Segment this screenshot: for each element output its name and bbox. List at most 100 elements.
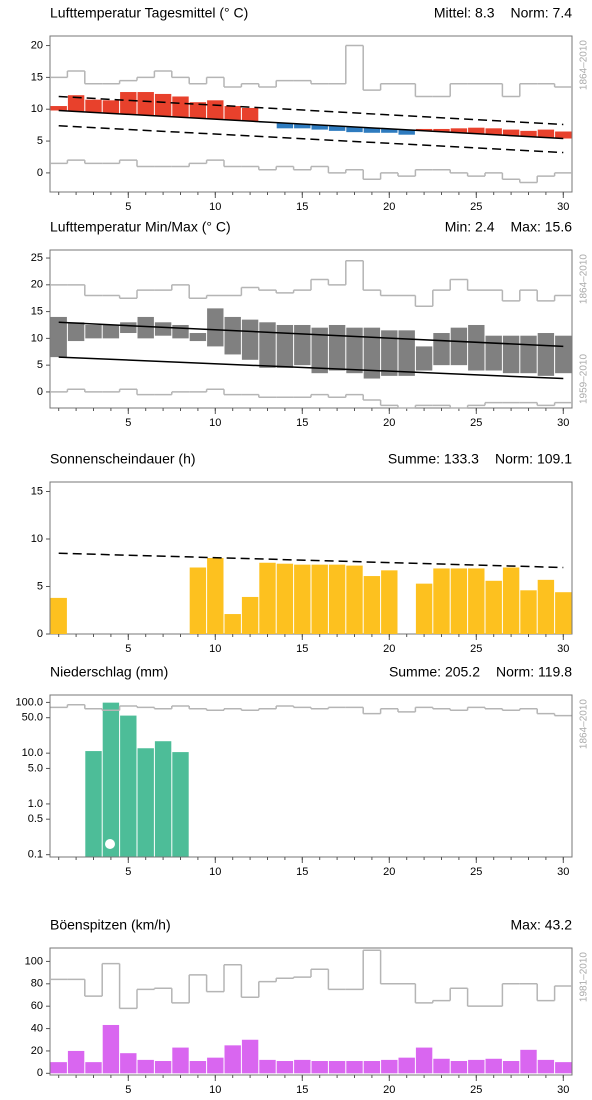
- summary: Mittel: 8.3: [434, 5, 495, 21]
- chart-title: Niederschlag (mm): [50, 664, 168, 680]
- range-bar: [311, 327, 328, 374]
- x-tick-label: 10: [209, 866, 221, 878]
- range-bar: [450, 327, 468, 366]
- range-bar: [502, 335, 520, 374]
- range-bar: [294, 324, 311, 366]
- x-tick-label: 15: [296, 866, 308, 878]
- deviation-bar: [224, 106, 241, 121]
- bar: [311, 564, 328, 634]
- range-bar: [415, 346, 433, 371]
- y-tick-label: 60: [31, 1000, 43, 1012]
- x-tick-label: 5: [125, 1084, 131, 1096]
- bar: [172, 752, 189, 857]
- deviation-bar: [137, 92, 154, 116]
- y-tick-label: 0.1: [28, 849, 43, 861]
- x-tick-label: 15: [296, 643, 308, 655]
- range-bar: [137, 316, 154, 339]
- x-tick-label: 30: [557, 201, 569, 213]
- deviation-bar: [311, 124, 328, 130]
- x-tick-label: 15: [296, 1084, 308, 1096]
- bar: [502, 1061, 520, 1074]
- range-bar: [85, 324, 102, 339]
- range-bar: [224, 316, 241, 355]
- y-tick-label: 0: [37, 167, 43, 179]
- y-tick-label: 15: [31, 71, 43, 83]
- deviation-bar: [502, 129, 520, 136]
- x-tick-label: 25: [470, 1084, 482, 1096]
- deviation-bar: [207, 100, 224, 120]
- bar: [555, 1062, 572, 1074]
- y-tick-label: 25: [31, 252, 43, 264]
- y-tick-label: 100: [25, 955, 43, 967]
- range-bar: [189, 333, 207, 342]
- deviation-bar: [189, 102, 207, 119]
- x-tick-label: 25: [470, 866, 482, 878]
- y-tick-label: 5.0: [28, 762, 43, 774]
- deviation-bar: [450, 128, 468, 133]
- period-label: 1981–2010: [579, 952, 590, 1002]
- bar: [207, 1057, 224, 1074]
- bar: [102, 702, 120, 857]
- bar: [154, 1061, 172, 1074]
- bar: [433, 568, 450, 634]
- y-tick-label: 10: [31, 533, 43, 545]
- bar: [398, 1057, 415, 1074]
- x-tick-label: 5: [125, 417, 131, 429]
- bar: [50, 1062, 67, 1074]
- bar: [363, 576, 381, 634]
- range-bar: [398, 330, 415, 376]
- bar: [137, 1059, 154, 1074]
- bar: [276, 563, 294, 634]
- y-tick-label: 5: [37, 580, 43, 592]
- y-tick-label: 0: [37, 1067, 43, 1079]
- deviation-bar: [555, 131, 572, 139]
- range-bar: [485, 335, 502, 371]
- range-bar: [276, 324, 294, 368]
- chart-title: Sonnenscheindauer (h): [50, 451, 196, 467]
- bar: [346, 1061, 363, 1074]
- summary: Min: 2.4: [445, 219, 495, 235]
- bar: [241, 1039, 259, 1074]
- y-tick-label: 15: [31, 305, 43, 317]
- range-bar: [537, 333, 555, 376]
- plot-frame: [49, 947, 573, 1076]
- y-tick-label: 100.0: [15, 696, 43, 708]
- y-tick-label: 20: [31, 1045, 43, 1057]
- bar: [328, 1061, 346, 1074]
- x-tick-label: 30: [557, 866, 569, 878]
- bar: [85, 751, 102, 857]
- bar: [555, 592, 572, 634]
- deviation-bar: [294, 124, 311, 129]
- range-bar: [172, 324, 189, 339]
- x-tick-label: 15: [296, 417, 308, 429]
- bar: [189, 1061, 207, 1074]
- y-tick-label: 10.0: [22, 747, 43, 759]
- summary: Max: 43.2: [511, 917, 573, 933]
- bar: [85, 1062, 102, 1074]
- deviation-bar: [485, 128, 502, 135]
- bar: [381, 1059, 398, 1074]
- bar: [520, 1049, 537, 1074]
- range-bar: [120, 322, 137, 334]
- bar: [502, 567, 520, 634]
- bar: [224, 614, 241, 634]
- plot-frame: [49, 694, 573, 858]
- bar: [537, 1059, 555, 1074]
- x-tick-label: 30: [557, 417, 569, 429]
- y-tick-label: 5: [37, 135, 43, 147]
- y-tick-label: 10: [31, 103, 43, 115]
- bar: [468, 568, 485, 634]
- y-tick-label: 80: [31, 978, 43, 990]
- bar: [276, 1061, 294, 1074]
- bar: [537, 579, 555, 634]
- range-bar: [259, 322, 276, 368]
- deviation-bar: [67, 95, 85, 112]
- x-tick-label: 30: [557, 1084, 569, 1096]
- solid-line: [58, 321, 564, 348]
- summary: Norm: 109.1: [495, 451, 572, 467]
- chart-title: Böenspitzen (km/h): [50, 917, 171, 933]
- deviation-bar: [363, 127, 381, 133]
- x-tick-label: 10: [209, 643, 221, 655]
- period-label: 1864–2010: [579, 699, 590, 749]
- plot-frame: [49, 249, 573, 409]
